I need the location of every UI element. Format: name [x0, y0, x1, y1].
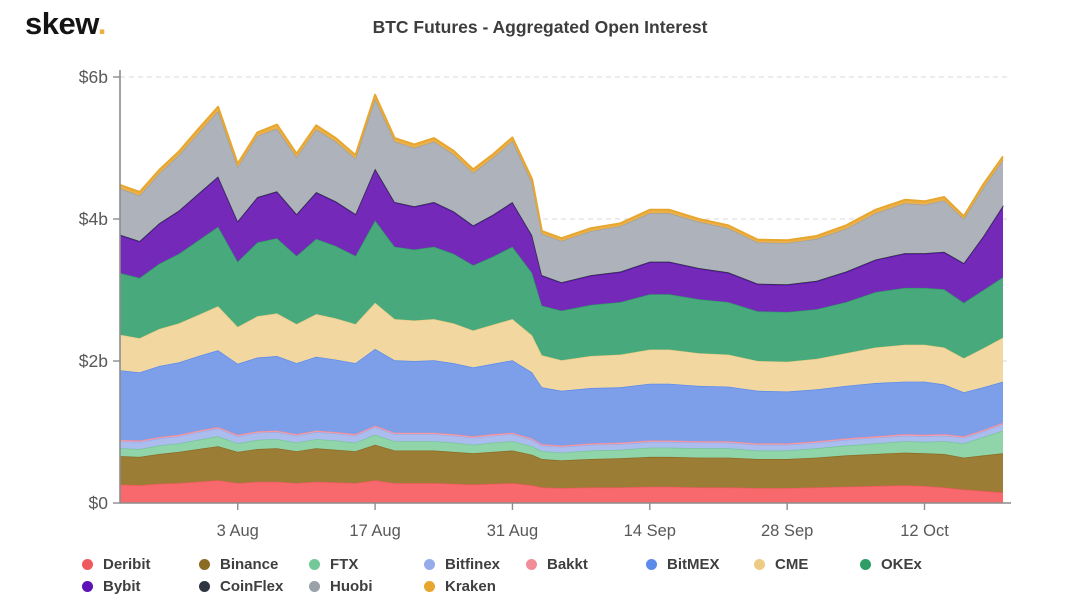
legend-item-kraken[interactable]: Kraken: [424, 578, 526, 595]
legend-row-1: Deribit Binance FTX Bitfinex Bakkt BitMEX CME O…: [82, 553, 1072, 575]
y-tick-label: $2b: [79, 351, 108, 371]
legend-dot-bybit: [82, 580, 93, 592]
legend-item-bitmex[interactable]: BitMEX: [646, 556, 754, 573]
legend-label: Bybit: [103, 577, 141, 595]
legend-item-cme[interactable]: CME: [754, 556, 860, 573]
legend-label: Bitfinex: [445, 555, 501, 573]
area-binance[interactable]: [120, 444, 1003, 493]
legend-dot-cme: [754, 558, 765, 570]
legend-dot-coinflex: [199, 580, 210, 592]
skew-logo: skew.: [25, 6, 106, 42]
x-tick-label: 3 Aug: [217, 522, 259, 540]
x-tick-label: 31 Aug: [487, 522, 538, 540]
legend-item-huobi[interactable]: Huobi: [309, 578, 424, 595]
legend-item-bybit[interactable]: Bybit: [82, 578, 199, 595]
legend-dot-okex: [860, 558, 871, 570]
chart-title: BTC Futures - Aggregated Open Interest: [372, 17, 708, 37]
legend-item-okex[interactable]: OKEx: [860, 556, 922, 573]
legend-label: Deribit: [103, 555, 151, 573]
legend-dot-deribit: [82, 558, 93, 570]
x-tick-label: 17 Aug: [349, 522, 400, 540]
chart-legend: Deribit Binance FTX Bitfinex Bakkt BitMEX CME O…: [82, 553, 1072, 597]
legend-label: CME: [775, 555, 809, 573]
legend-label: FTX: [330, 555, 359, 573]
legend-row-2: Bybit CoinFlex Huobi Kraken: [82, 575, 1072, 597]
legend-dot-binance: [199, 558, 210, 570]
legend-label: OKEx: [881, 555, 922, 573]
area-huobi[interactable]: [120, 99, 1003, 285]
y-tick-label: $6b: [79, 67, 108, 87]
legend-item-coinflex[interactable]: CoinFlex: [199, 578, 309, 595]
legend-dot-bakkt: [526, 558, 537, 570]
legend-dot-bitmex: [646, 558, 657, 570]
area-bitmex[interactable]: [120, 348, 1003, 446]
legend-label: Kraken: [445, 577, 496, 595]
legend-label: Binance: [220, 555, 279, 573]
x-tick-label: 14 Sep: [624, 522, 676, 540]
x-tick-label: 28 Sep: [761, 522, 813, 540]
area-cme[interactable]: [120, 302, 1003, 393]
legend-dot-bitfinex: [424, 558, 435, 570]
area-top-line-kraken: [119, 93, 1004, 242]
legend-label: Huobi: [330, 577, 373, 595]
logo-dot: .: [97, 6, 107, 41]
legend-dot-huobi: [309, 580, 320, 592]
legend-item-bakkt[interactable]: Bakkt: [526, 556, 646, 573]
legend-label: CoinFlex: [220, 577, 284, 595]
legend-item-bitfinex[interactable]: Bitfinex: [424, 556, 526, 573]
legend-dot-kraken: [424, 580, 435, 592]
area-okex[interactable]: [120, 220, 1003, 362]
legend-item-deribit[interactable]: Deribit: [82, 556, 199, 573]
legend-item-ftx[interactable]: FTX: [309, 556, 424, 573]
legend-label: Bakkt: [547, 555, 588, 573]
logo-text: skew: [25, 6, 98, 41]
area-bakkt[interactable]: [120, 422, 1003, 447]
legend-label: BitMEX: [667, 555, 720, 573]
x-tick-label: 12 Oct: [900, 522, 949, 540]
y-tick-label: $4b: [79, 209, 108, 229]
legend-item-binance[interactable]: Binance: [199, 556, 309, 573]
y-tick-label: $0: [89, 493, 109, 513]
area-ftx[interactable]: [120, 430, 1003, 461]
legend-dot-ftx: [309, 558, 320, 570]
area-deribit[interactable]: [120, 480, 1003, 503]
